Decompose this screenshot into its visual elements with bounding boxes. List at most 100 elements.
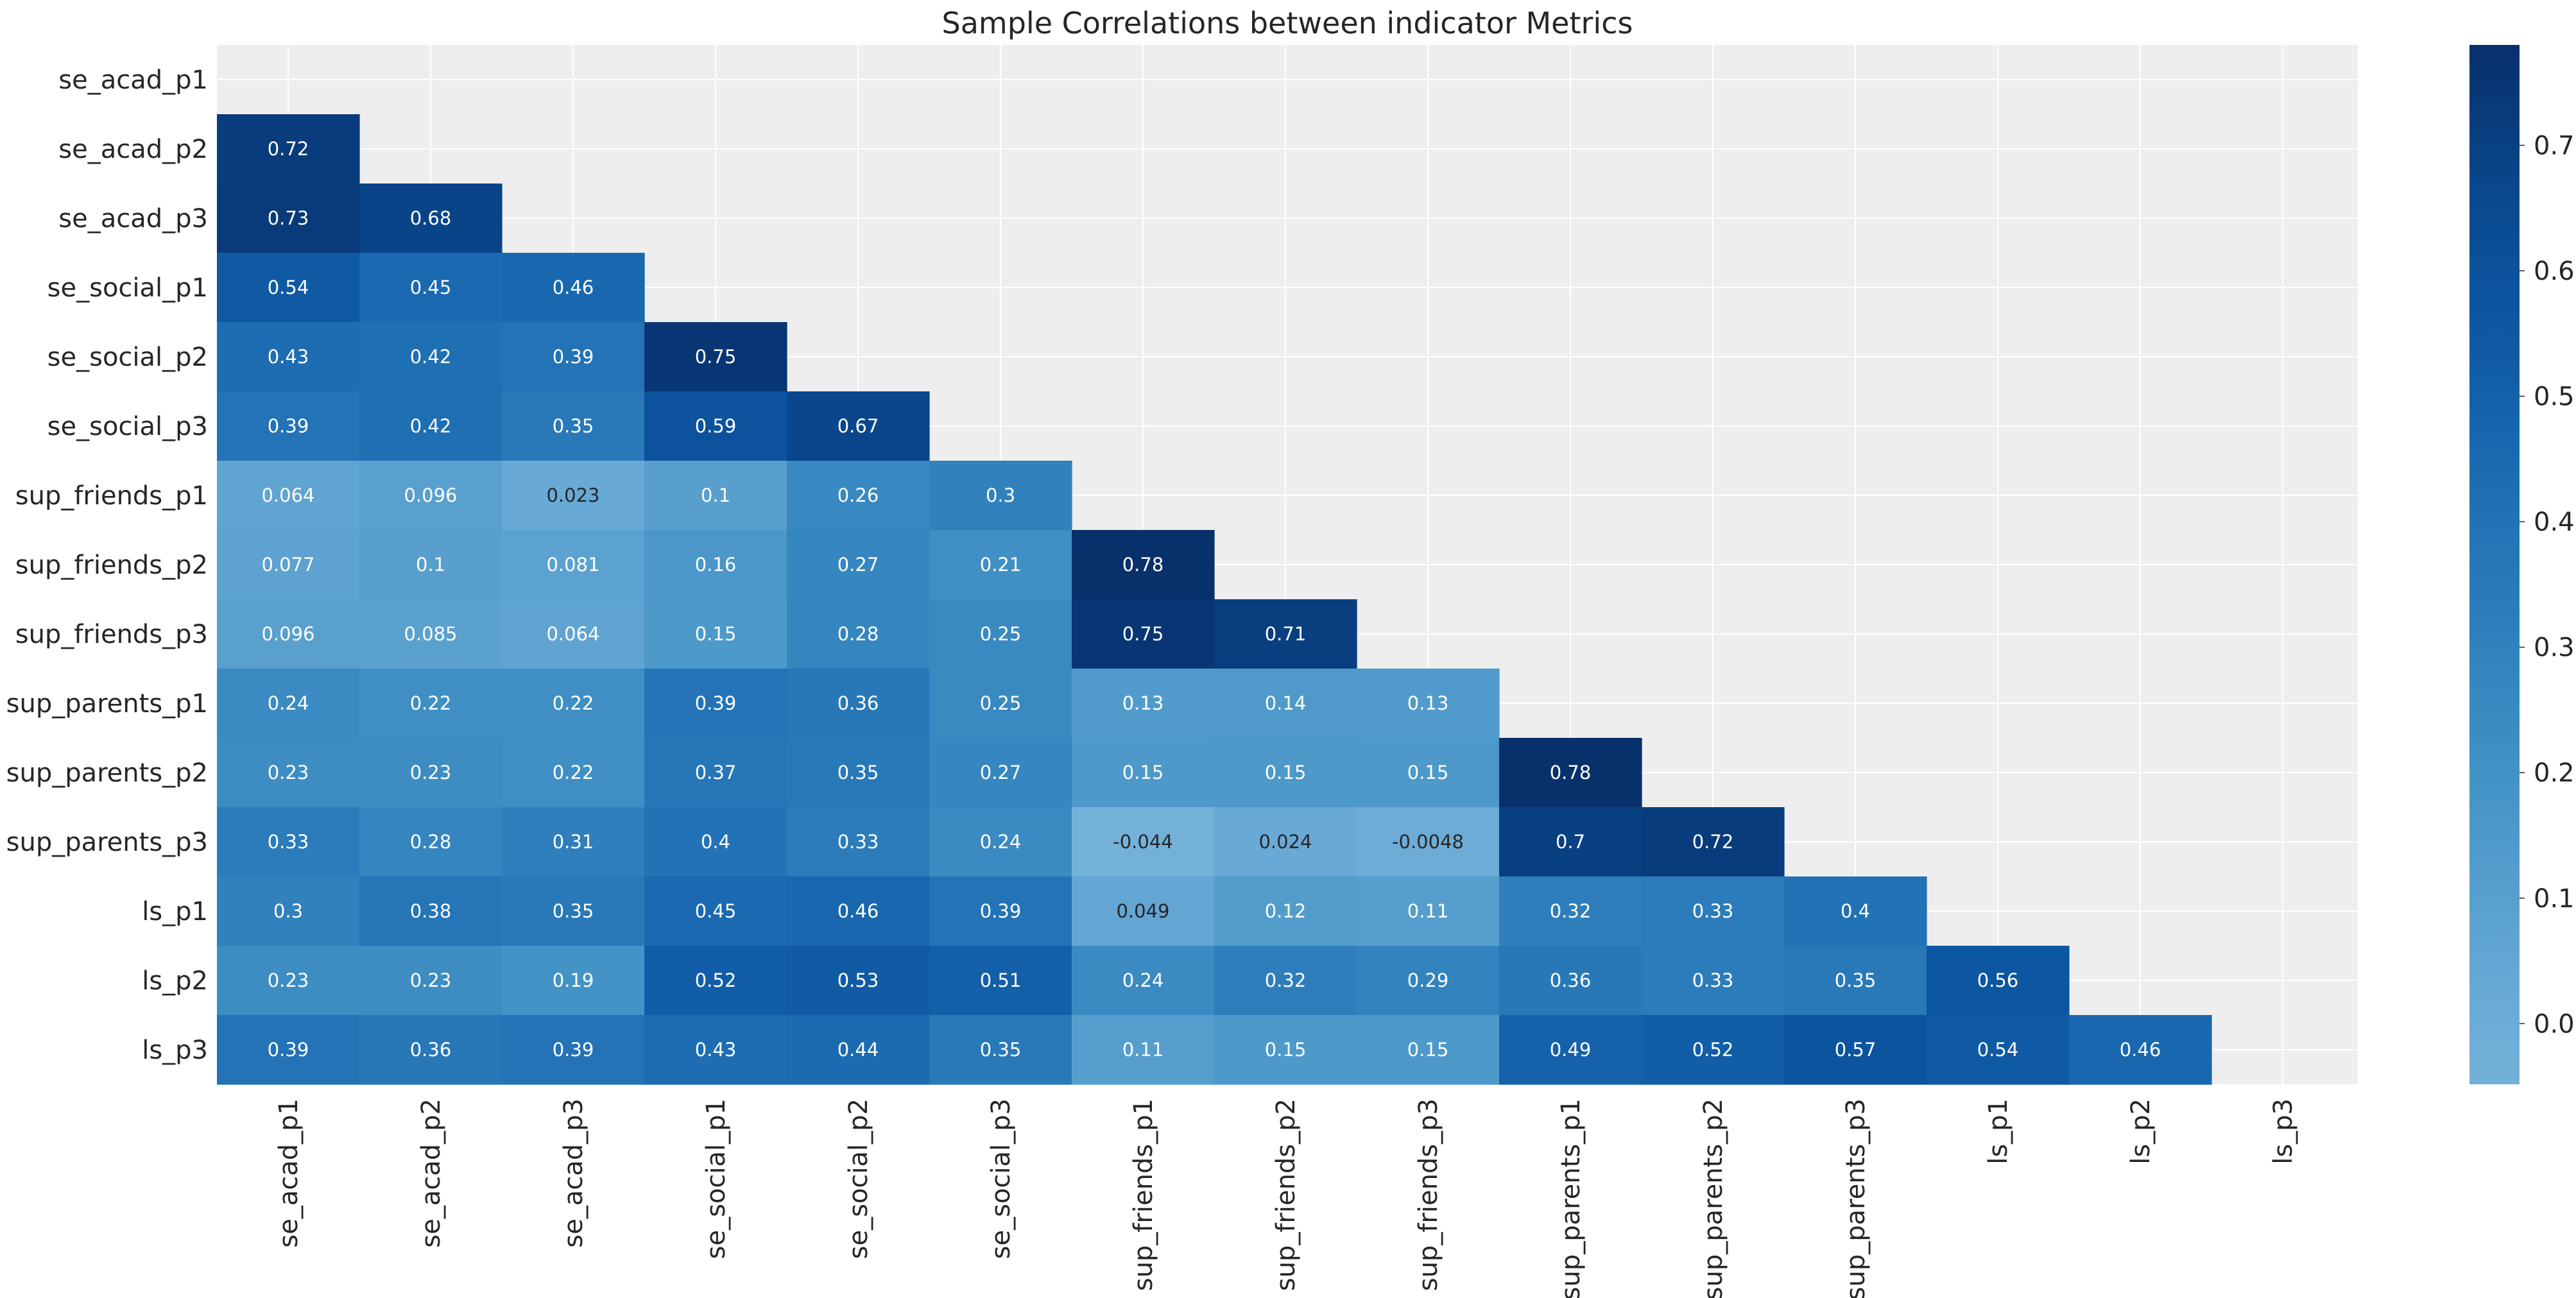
y-tick-label: sup_parents_p3 xyxy=(6,828,208,857)
cell-value-label: 0.71 xyxy=(1265,623,1307,645)
cell-value-label: 0.23 xyxy=(410,969,452,991)
cell-value-label: 0.23 xyxy=(410,762,452,783)
heatmap-cell xyxy=(217,461,360,531)
cell-value-label: 0.46 xyxy=(553,277,594,298)
heatmap-cell xyxy=(1499,946,1642,1016)
cell-value-label: 0.16 xyxy=(695,554,737,576)
x-tick-label: ls_p1 xyxy=(1984,1098,2013,1165)
cell-value-label: 0.12 xyxy=(1265,900,1307,922)
heatmap-cells: 0.72 0.73 0.68 0.54 0.45 0.46 0.43 0.42 0.39 0.75… xyxy=(217,114,2212,1085)
heatmap-cell xyxy=(1072,530,1215,600)
heatmap-cell xyxy=(1357,807,1500,877)
heatmap-cell xyxy=(502,391,645,461)
cell-value-label: 0.56 xyxy=(1977,969,2019,991)
cell-value-label: 0.52 xyxy=(695,969,737,991)
cell-value-label: 0.22 xyxy=(553,762,594,783)
cell-value-label: 0.78 xyxy=(1122,554,1164,576)
cell-value-label: 0.45 xyxy=(695,900,737,922)
heatmap-cell xyxy=(1214,946,1357,1016)
cell-value-label: 0.67 xyxy=(837,415,879,437)
cell-value-label: 0.49 xyxy=(1550,1039,1592,1061)
cell-value-label: 0.7 xyxy=(1556,831,1585,853)
heatmap-cell xyxy=(644,807,787,877)
cell-value-label: 0.31 xyxy=(553,831,594,853)
heatmap-cell xyxy=(217,114,360,184)
x-tick-label: sup_friends_p3 xyxy=(1414,1098,1443,1291)
heatmap-cell xyxy=(217,599,360,669)
heatmap-cell xyxy=(217,530,360,600)
cell-value-label: 0.15 xyxy=(1407,762,1449,783)
y-tick-label: ls_p1 xyxy=(142,897,208,927)
heatmap-cell xyxy=(1214,738,1357,808)
y-tick-label: se_acad_p2 xyxy=(58,135,208,164)
heatmap-cell xyxy=(1784,946,1927,1016)
heatmap-cell xyxy=(217,807,360,877)
heatmap-cell xyxy=(1072,669,1215,739)
cell-value-label: 0.23 xyxy=(268,762,309,783)
cell-value-label: 0.43 xyxy=(695,1039,737,1061)
cell-value-label: 0.064 xyxy=(261,484,314,506)
x-tick-label: se_acad_p2 xyxy=(416,1098,446,1248)
heatmap-cell xyxy=(1072,807,1215,877)
cell-value-label: 0.33 xyxy=(268,831,309,853)
heatmap-cell xyxy=(929,946,1072,1016)
heatmap-cell xyxy=(644,876,787,946)
x-tick-label: sup_parents_p3 xyxy=(1841,1098,1871,1298)
heatmap-cell xyxy=(1214,599,1357,669)
y-tick-label: se_acad_p1 xyxy=(58,65,208,95)
cell-value-label: 0.24 xyxy=(980,831,1022,853)
heatmap-cell xyxy=(1072,946,1215,1016)
heatmap-cell xyxy=(1927,946,2070,1016)
cell-value-label: 0.28 xyxy=(837,623,879,645)
cell-value-label: 0.25 xyxy=(980,692,1022,714)
heatmap-cell xyxy=(1642,1015,1785,1085)
cell-value-label: 0.28 xyxy=(410,831,452,853)
cell-value-label: 0.32 xyxy=(1265,969,1307,991)
heatmap-cell xyxy=(2069,1015,2212,1085)
heatmap-cell xyxy=(217,669,360,739)
heatmap-cell xyxy=(644,738,787,808)
cell-value-label: 0.42 xyxy=(410,346,452,368)
heatmap-cell xyxy=(502,669,645,739)
cell-value-label: 0.72 xyxy=(1692,831,1734,853)
cell-value-label: 0.11 xyxy=(1407,900,1449,922)
heatmap-cell xyxy=(644,322,787,392)
cell-value-label: 0.39 xyxy=(268,1039,309,1061)
cell-value-label: 0.085 xyxy=(404,623,457,645)
cell-value-label: 0.75 xyxy=(1122,623,1164,645)
cell-value-label: 0.064 xyxy=(546,623,599,645)
colorbar-tick-label: 0.5 xyxy=(2534,382,2575,412)
heatmap-cell xyxy=(359,669,502,739)
cell-value-label: 0.78 xyxy=(1550,762,1592,783)
cell-value-label: 0.3 xyxy=(273,900,303,922)
heatmap-cell xyxy=(787,391,930,461)
x-tick-label: ls_p2 xyxy=(2126,1098,2156,1165)
heatmap-cell xyxy=(644,530,787,600)
heatmap-cell xyxy=(787,1015,930,1085)
y-tick-label: sup_parents_p2 xyxy=(6,758,208,788)
cell-value-label: 0.39 xyxy=(553,1039,594,1061)
cell-value-label: 0.13 xyxy=(1122,692,1164,714)
cell-value-label: 0.36 xyxy=(410,1039,452,1061)
y-tick-label: ls_p2 xyxy=(142,966,208,996)
heatmap-cell xyxy=(1499,876,1642,946)
colorbar-tick-label: 0.4 xyxy=(2534,508,2575,537)
cell-value-label: 0.25 xyxy=(980,623,1022,645)
cell-value-label: 0.023 xyxy=(546,484,599,506)
cell-value-label: 0.15 xyxy=(1265,762,1307,783)
cell-value-label: 0.32 xyxy=(1550,900,1592,922)
colorbar-tick-label: 0.0 xyxy=(2534,1009,2575,1039)
heatmap-cell xyxy=(1357,946,1500,1016)
cell-value-label: 0.23 xyxy=(268,969,309,991)
heatmap-cell xyxy=(502,322,645,392)
heatmap-cell xyxy=(217,738,360,808)
heatmap-cell xyxy=(644,1015,787,1085)
y-tick-label: se_social_p3 xyxy=(47,412,208,441)
cell-value-label: 0.38 xyxy=(410,900,452,922)
heatmap-cell xyxy=(1072,1015,1215,1085)
heatmap-cell xyxy=(1357,876,1500,946)
heatmap-cell xyxy=(217,391,360,461)
cell-value-label: 0.13 xyxy=(1407,692,1449,714)
heatmap-cell xyxy=(644,599,787,669)
cell-value-label: 0.42 xyxy=(410,415,452,437)
